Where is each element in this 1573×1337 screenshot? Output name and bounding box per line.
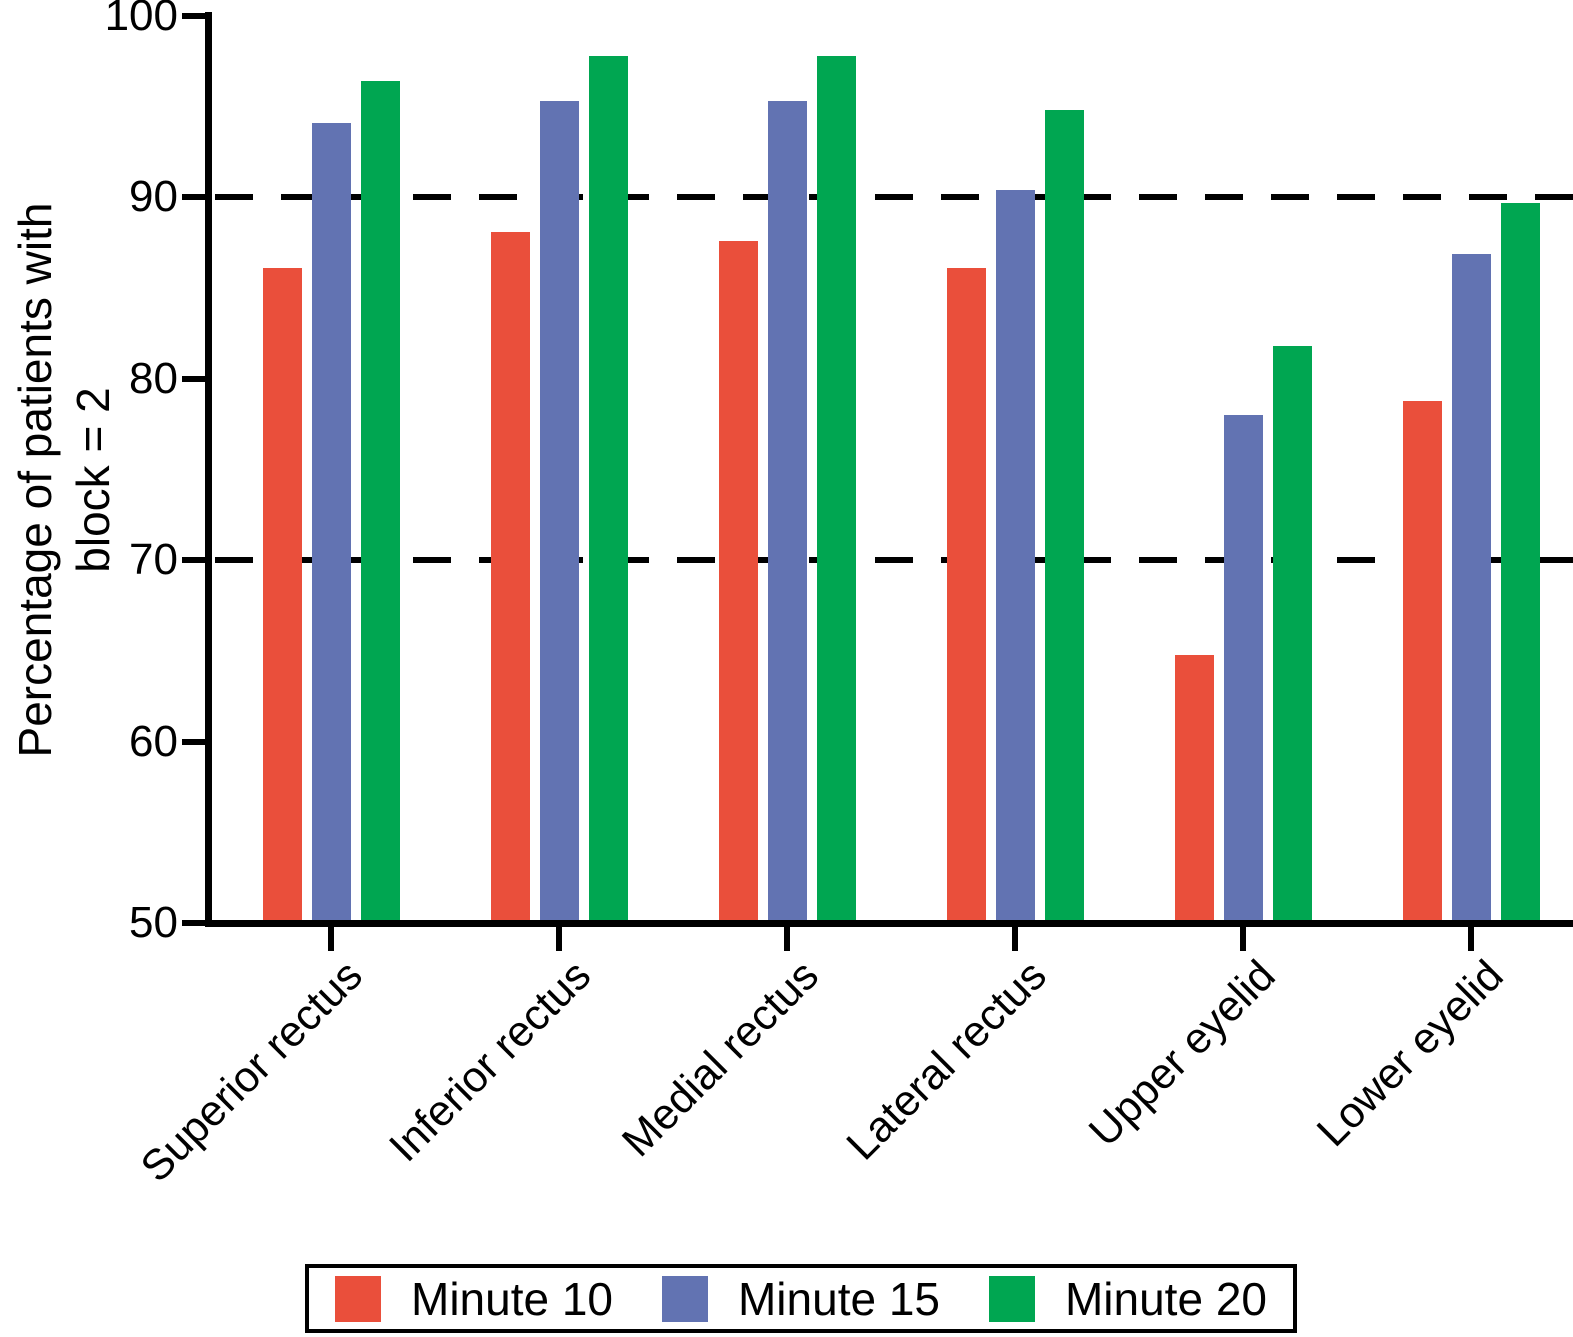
- x-category-label-lateral-rectus: Lateral rectus: [838, 951, 1057, 1170]
- x-tick-2: [556, 927, 562, 951]
- legend-item-minute-20: Minute 20: [988, 1272, 1267, 1325]
- legend-label: Minute 10: [411, 1272, 614, 1325]
- x-tick-6: [1468, 927, 1474, 951]
- legend-item-minute-10: Minute 10: [335, 1275, 613, 1323]
- bar-lower-eyelid-minute-20: [1500, 202, 1540, 927]
- gridline-90: [215, 194, 1573, 201]
- y-tick-label-90: 90: [129, 172, 178, 222]
- x-category-label-lower-eyelid: Lower eyelid: [1307, 951, 1513, 1156]
- x-axis-line: [205, 920, 1573, 927]
- bar-lateral-rectus-minute-10: [946, 268, 986, 927]
- bar-inferior-rectus-minute-10: [490, 231, 530, 927]
- x-tick-5: [1240, 927, 1246, 951]
- y-tick-100: [182, 13, 206, 19]
- bar-lateral-rectus-minute-20: [1044, 110, 1084, 927]
- x-tick-4: [1012, 927, 1018, 951]
- y-tick-60: [182, 738, 206, 745]
- y-axis-title: Percentage of patients with block = 2: [6, 203, 122, 758]
- gridline-70: [215, 557, 1573, 564]
- bar-superior-rectus-minute-10: [262, 268, 302, 927]
- y-tick-90: [182, 194, 206, 201]
- y-tick-50: [182, 920, 206, 926]
- x-category-label-inferior-rectus: Inferior rectus: [380, 951, 601, 1172]
- bar-superior-rectus-minute-15: [311, 123, 351, 927]
- legend-label: Minute 20: [1064, 1272, 1267, 1325]
- legend-swatch-minute-15: [661, 1275, 708, 1322]
- bar-inferior-rectus-minute-20: [588, 55, 628, 927]
- y-tick-80: [182, 375, 206, 382]
- y-tick-label-80: 80: [129, 353, 178, 403]
- y-tick-label-60: 60: [129, 716, 178, 766]
- y-tick-label-50: 50: [129, 898, 178, 947]
- bar-upper-eyelid-minute-10: [1174, 654, 1214, 927]
- legend-label: Minute 15: [737, 1272, 940, 1325]
- bar-lower-eyelid-minute-15: [1451, 253, 1491, 927]
- y-tick-70: [182, 557, 206, 564]
- bar-upper-eyelid-minute-15: [1223, 415, 1263, 927]
- bar-upper-eyelid-minute-20: [1272, 346, 1312, 927]
- y-axis-title-line2: block = 2: [67, 387, 119, 573]
- bar-inferior-rectus-minute-15: [539, 101, 579, 927]
- y-axis-line: [205, 12, 212, 927]
- legend-item-minute-15: Minute 15: [661, 1272, 940, 1325]
- y-tick-label-70: 70: [129, 535, 178, 585]
- x-tick-1: [328, 927, 334, 951]
- legend: Minute 10 Minute 15 Minute 20: [305, 1264, 1297, 1333]
- bar-medial-rectus-minute-15: [767, 101, 807, 927]
- legend-swatch-minute-20: [988, 1275, 1035, 1322]
- x-tick-3: [784, 927, 790, 951]
- x-category-label-medial-rectus: Medial rectus: [613, 951, 829, 1167]
- y-tick-label-100: 100: [104, 0, 178, 40]
- bar-medial-rectus-minute-10: [718, 240, 758, 927]
- y-axis-title-line1: Percentage of patients with: [9, 202, 61, 758]
- bar-superior-rectus-minute-20: [360, 81, 400, 927]
- bar-lateral-rectus-minute-15: [995, 190, 1035, 927]
- x-category-label-superior-rectus: Superior rectus: [132, 951, 373, 1192]
- bar-lower-eyelid-minute-10: [1402, 400, 1442, 927]
- bar-medial-rectus-minute-20: [816, 55, 856, 927]
- legend-swatch-minute-10: [335, 1275, 381, 1322]
- x-category-label-upper-eyelid: Upper eyelid: [1079, 951, 1285, 1156]
